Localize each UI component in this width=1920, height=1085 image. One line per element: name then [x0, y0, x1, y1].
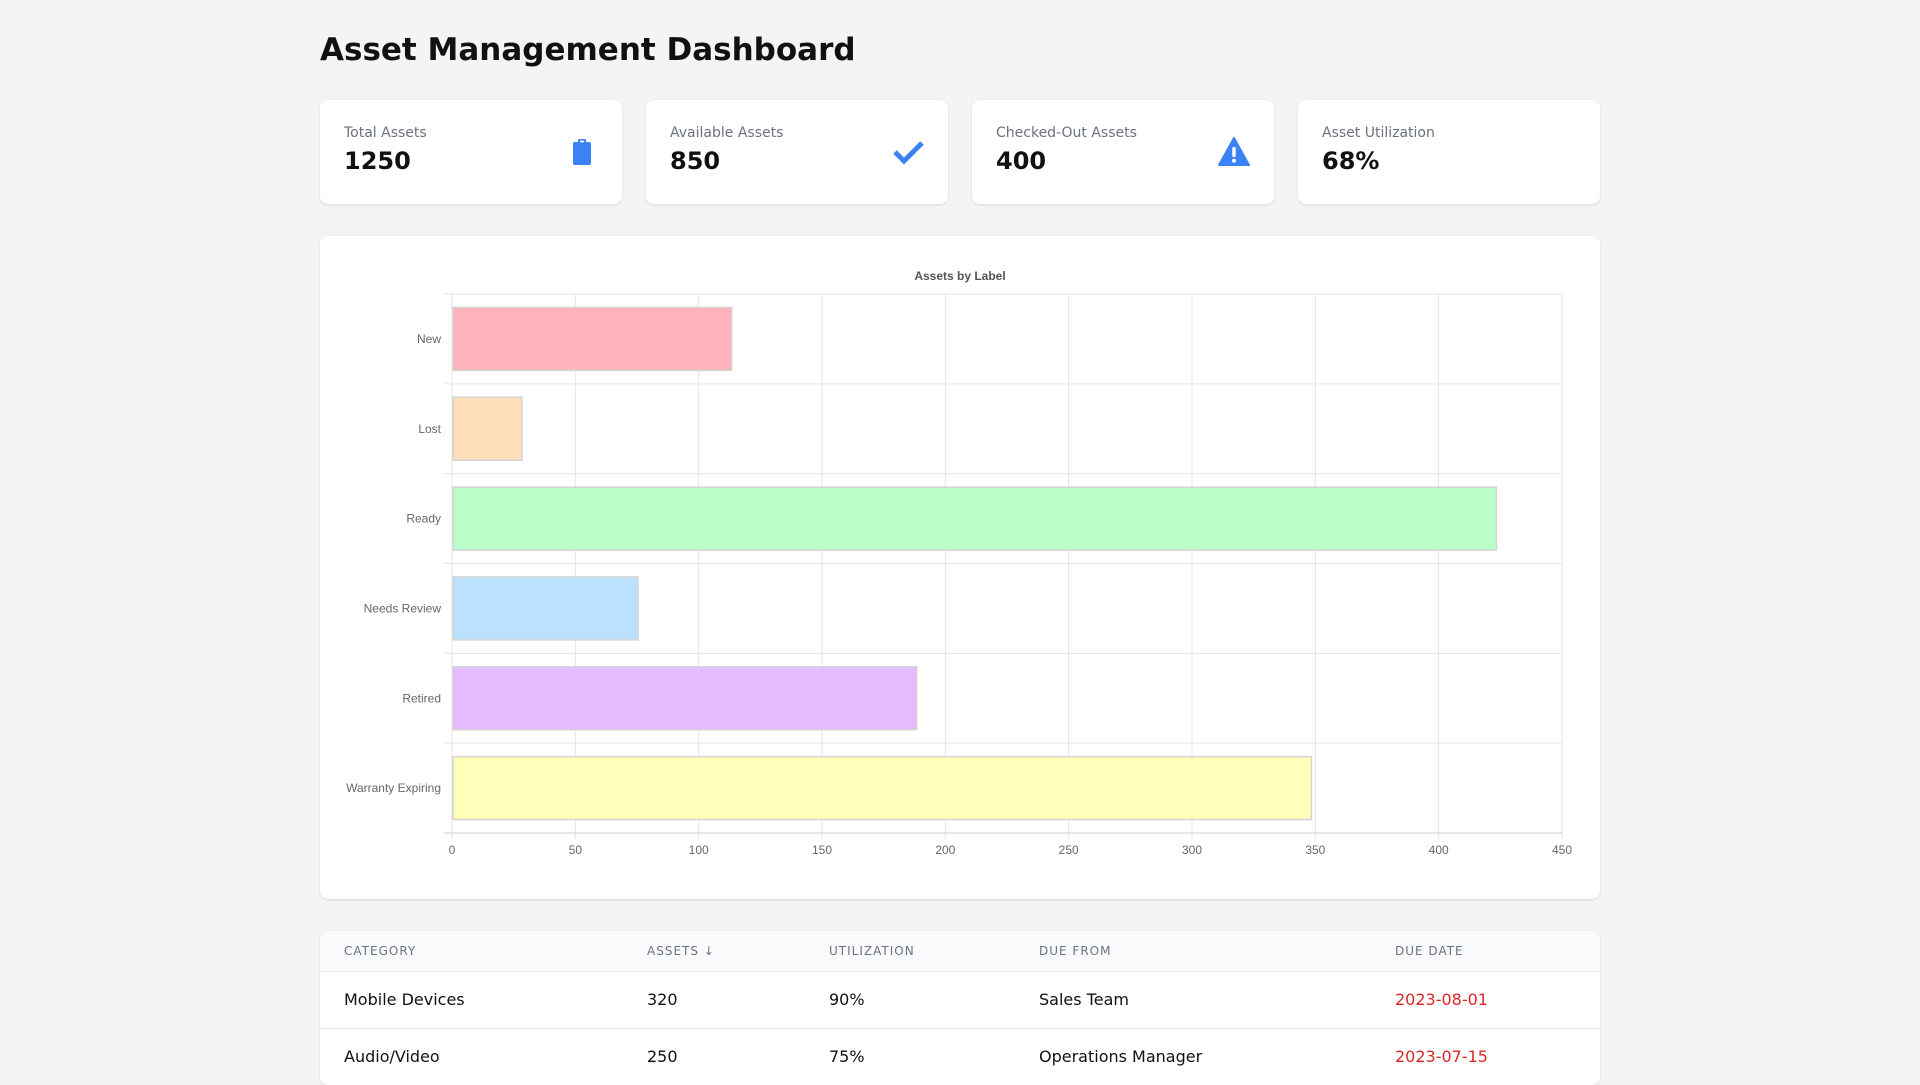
column-header-category[interactable]: Category: [344, 943, 417, 958]
card-value: 68%: [1322, 147, 1380, 175]
cell-assets: 250: [623, 1027, 805, 1085]
y-category-label: New: [417, 332, 441, 346]
bar[interactable]: [452, 755, 1313, 821]
check-icon: [893, 141, 924, 165]
x-tick-label: 250: [1059, 843, 1079, 857]
card-value: 1250: [344, 147, 411, 175]
cell-due-from: Sales Team: [1015, 970, 1371, 1028]
summary-cards: Total Assets 1250 Available Assets 850 C…: [320, 100, 1600, 204]
chart-x-labels: 0 50 100 150 200 250 300 350 400 450: [449, 843, 1573, 857]
table-row[interactable]: Mobile Devices 320 90% Sales Team 2023-0…: [320, 970, 1600, 1028]
column-header-due-date[interactable]: Due Date: [1395, 943, 1464, 958]
assets-by-label-chart: Assets by Label New Lost Ready Needs Review…: [346, 269, 1573, 857]
y-category-label: Warranty Expiring: [346, 781, 441, 795]
column-header-assets[interactable]: Assets ↓: [647, 943, 715, 958]
chart-y-labels: New Lost Ready Needs Review Retired Warranty …: [346, 332, 442, 795]
cell-category: Audio/Video: [320, 1027, 623, 1085]
x-tick-label: 450: [1552, 843, 1572, 857]
table-row[interactable]: Audio/Video 250 75% Operations Manager 2…: [320, 1027, 1600, 1085]
column-header-due-from[interactable]: Due From: [1039, 943, 1112, 958]
cell-category: Mobile Devices: [320, 970, 623, 1028]
checked-out-assets-card: Checked-Out Assets 400: [972, 100, 1274, 204]
clipboard-icon: [573, 139, 591, 165]
cell-due-from: Operations Manager: [1015, 1027, 1371, 1085]
cell-due-date: 2023-07-15: [1371, 1027, 1600, 1085]
card-label: Asset Utilization: [1322, 125, 1435, 141]
chart-bars: [452, 306, 1498, 821]
cell-utilization: 90%: [805, 970, 1015, 1028]
card-label: Total Assets: [344, 125, 427, 141]
assets-by-label-chart-panel: Assets by Label New Lost Ready Needs Review…: [320, 236, 1600, 899]
bar[interactable]: [452, 576, 639, 641]
bar[interactable]: [452, 486, 1498, 551]
card-label: Available Assets: [670, 125, 784, 141]
chart-title: Assets by Label: [914, 269, 1005, 283]
x-tick-label: 150: [812, 843, 832, 857]
cell-assets: 320: [623, 970, 805, 1028]
x-tick-label: 100: [689, 843, 709, 857]
y-category-label: Ready: [406, 512, 441, 526]
table-header-row: Category Assets ↓ Utilization Due From D…: [320, 931, 1600, 971]
available-assets-card: Available Assets 850: [646, 100, 948, 204]
asset-utilization-card: Asset Utilization 68%: [1298, 100, 1600, 204]
bar[interactable]: [452, 306, 733, 372]
x-tick-label: 200: [935, 843, 955, 857]
y-category-label: Lost: [418, 422, 441, 436]
column-header-utilization[interactable]: Utilization: [829, 943, 915, 958]
card-value: 850: [670, 147, 721, 175]
x-tick-label: 350: [1305, 843, 1325, 857]
x-tick-label: 300: [1182, 843, 1202, 857]
x-tick-label: 400: [1429, 843, 1449, 857]
chart-grid: [444, 293, 1563, 839]
y-category-label: Retired: [402, 691, 441, 705]
bar[interactable]: [452, 396, 523, 461]
dashboard: Asset Management Dashboard Total Assets …: [320, 0, 1600, 1085]
card-label: Checked-Out Assets: [996, 125, 1137, 141]
x-tick-label: 50: [569, 843, 583, 857]
assets-table-panel: Category Assets ↓ Utilization Due From D…: [320, 931, 1600, 1085]
total-assets-card: Total Assets 1250: [320, 100, 622, 204]
x-tick-label: 0: [449, 843, 456, 857]
assets-table: Category Assets ↓ Utilization Due From D…: [320, 931, 1600, 1085]
card-value: 400: [996, 147, 1047, 175]
page-title: Asset Management Dashboard: [320, 32, 856, 68]
bar[interactable]: [452, 666, 918, 731]
cell-utilization: 75%: [805, 1027, 1015, 1085]
y-category-label: Needs Review: [364, 601, 442, 615]
warning-icon: [1218, 137, 1250, 166]
cell-due-date: 2023-08-01: [1371, 970, 1600, 1028]
